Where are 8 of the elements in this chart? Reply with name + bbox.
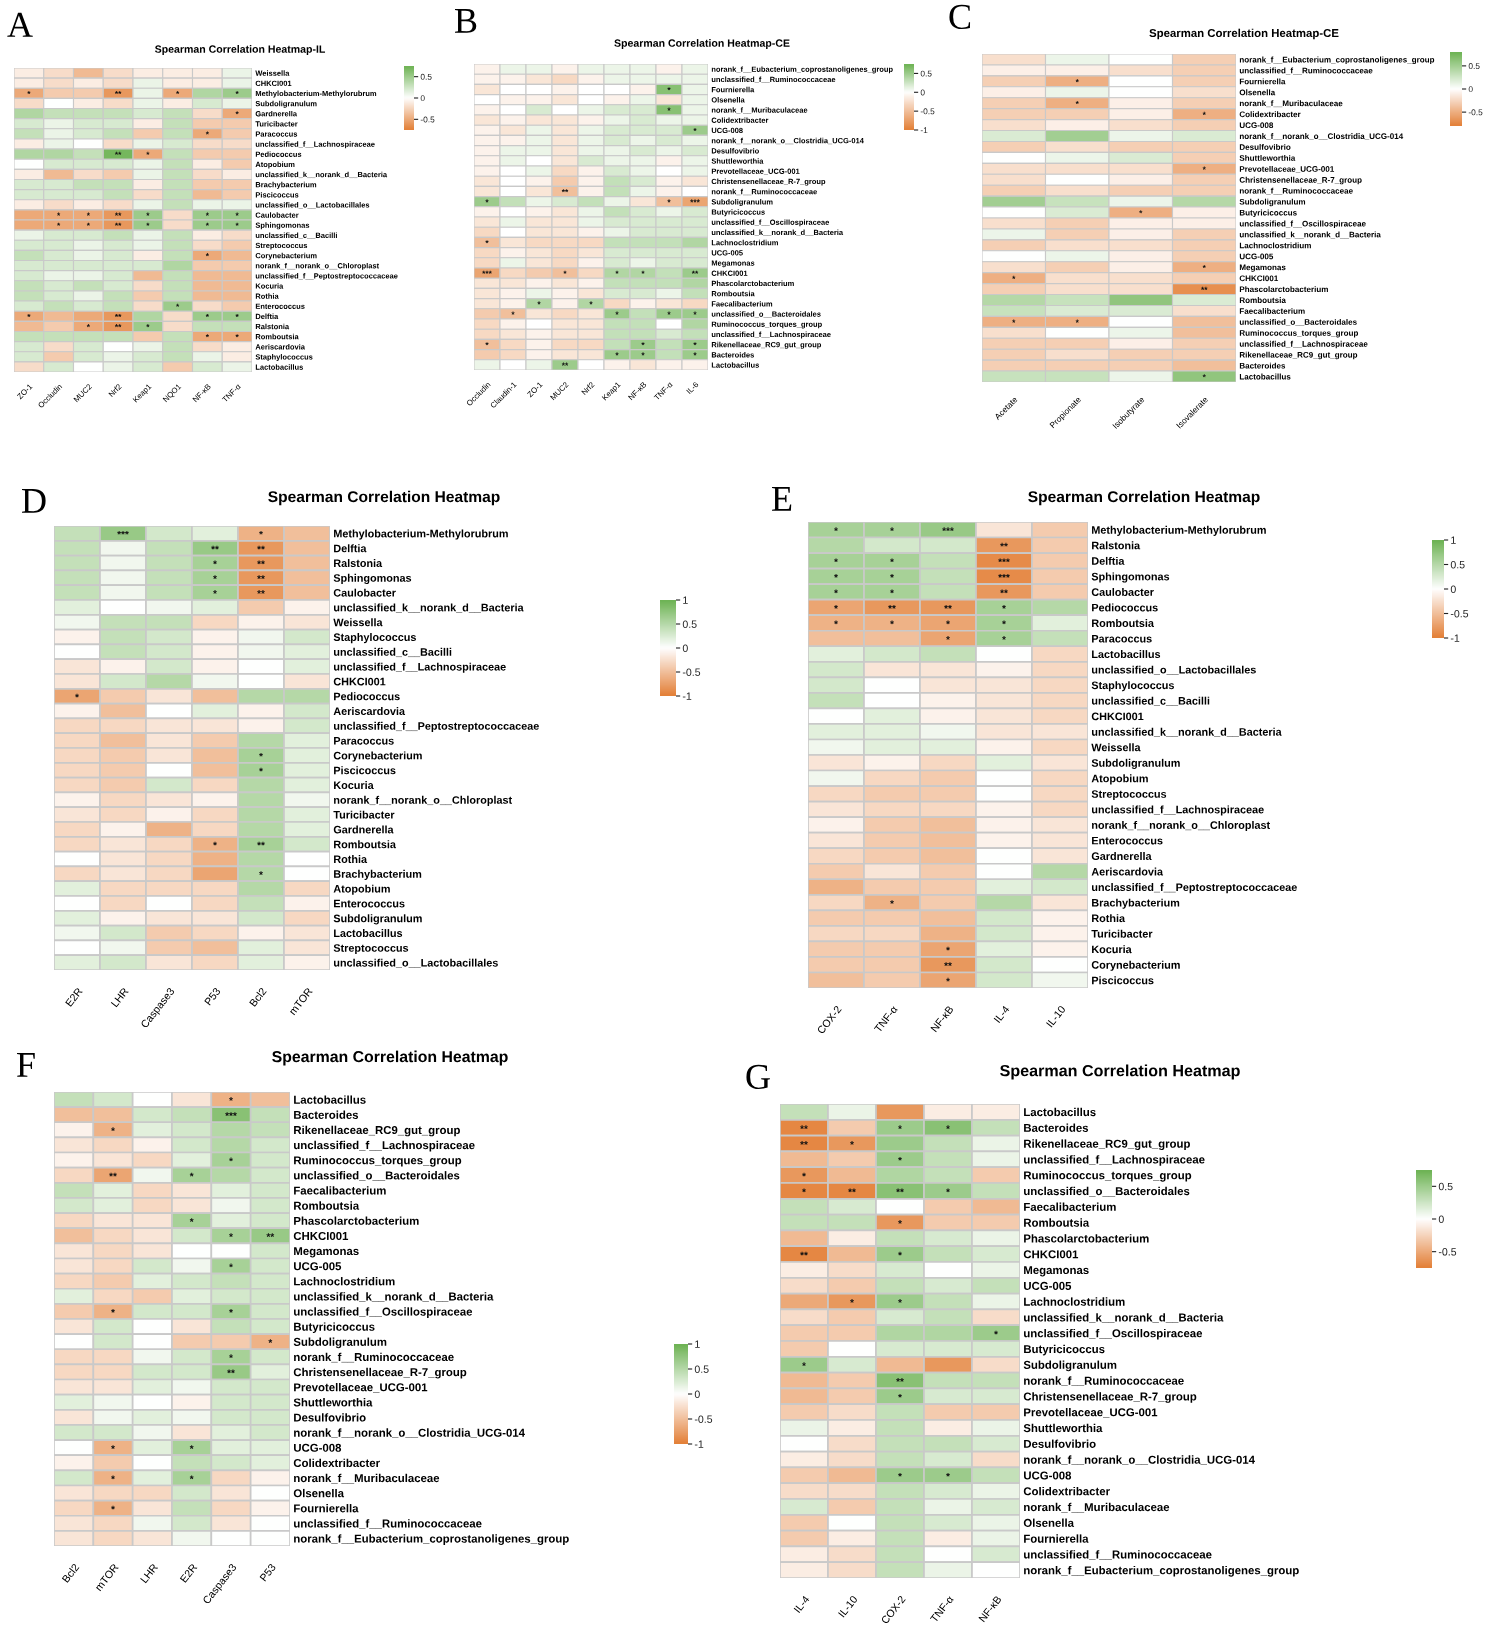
text: D xyxy=(22,489,46,513)
text: F xyxy=(17,1053,35,1077)
text: G xyxy=(746,1064,770,1090)
text: Spearman Correlation Heatmap xyxy=(1000,1064,1240,1080)
text: A xyxy=(7,12,33,37)
text: C xyxy=(949,4,971,30)
text: B xyxy=(454,9,477,33)
text: E xyxy=(772,487,792,511)
